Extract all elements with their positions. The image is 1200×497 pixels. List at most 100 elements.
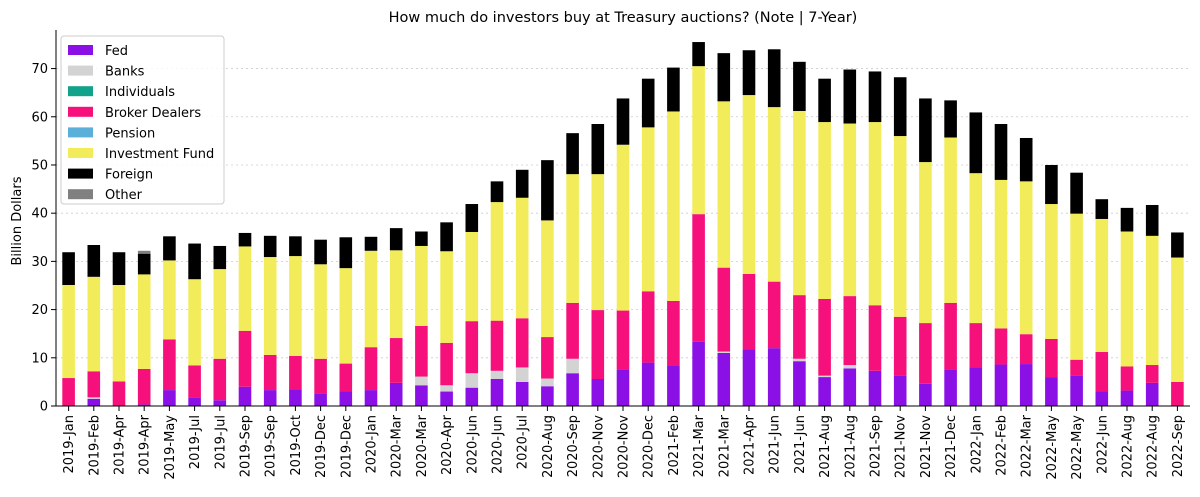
x-tick-label: 2019-Jul [213, 415, 228, 469]
bar-fed [1095, 391, 1109, 406]
bar-broker-dealers [440, 342, 453, 386]
y-tick-label: 30 [31, 255, 48, 270]
bar-fed [616, 369, 630, 406]
legend-swatch [68, 45, 93, 55]
x-tick-label: 2019-Dec [314, 415, 329, 478]
bar-foreign [893, 77, 907, 137]
x-tick-label: 2020-Sep [566, 415, 581, 477]
bar-foreign [1045, 164, 1058, 205]
bar-fed [641, 362, 655, 406]
bar-fed [591, 379, 605, 406]
bar-foreign [717, 53, 731, 102]
bar-foreign [163, 236, 176, 261]
bar-foreign [1095, 199, 1109, 219]
bar-broker-dealers [843, 296, 857, 366]
bar-investment-fund [364, 250, 378, 348]
y-tick-label: 0 [40, 400, 48, 415]
bar-investment-fund [263, 257, 277, 355]
bar-investment-fund [389, 250, 403, 339]
bar-broker-dealers [263, 354, 277, 391]
bar-broker-dealers [339, 363, 353, 392]
bar-fed [793, 361, 806, 406]
bar-investment-fund [742, 95, 756, 274]
x-tick-label: 2021-Mar [692, 414, 707, 477]
bar-investment-fund [541, 220, 554, 338]
bar-banks [818, 375, 831, 378]
bar-foreign [238, 232, 252, 247]
bar-other [137, 250, 151, 254]
bar-banks [793, 358, 806, 362]
bar-broker-dealers [112, 381, 126, 406]
x-tick-label: 2021-Nov [894, 415, 909, 478]
bar-investment-fund [112, 285, 126, 382]
bar-investment-fund [1171, 257, 1184, 382]
x-tick-label: 2022-May [1070, 415, 1085, 480]
x-tick-label: 2022-Sep [1171, 415, 1186, 477]
bar-broker-dealers [314, 358, 327, 394]
bar-fed [541, 386, 554, 406]
bar-fed [389, 382, 403, 406]
bar-broker-dealers [289, 355, 302, 390]
bar-foreign [994, 124, 1008, 180]
bar-foreign [339, 237, 353, 269]
bar-broker-dealers [62, 378, 75, 406]
legend-swatch [68, 86, 93, 97]
bar-foreign [364, 236, 378, 251]
bar-foreign [641, 78, 655, 128]
bar-foreign [944, 100, 957, 138]
x-tick-label: 2020-Jul [516, 415, 531, 469]
legend-box [60, 35, 225, 205]
bar-investment-fund [818, 122, 831, 299]
x-tick-label: 2022-Jun [1095, 415, 1110, 474]
legend-label: Fed [105, 44, 128, 59]
bar-fed [1045, 377, 1058, 406]
bar-foreign [591, 124, 605, 175]
bar-broker-dealers [389, 338, 403, 383]
bar-investment-fund [919, 162, 932, 324]
bar-investment-fund [515, 197, 529, 319]
y-tick-label: 10 [31, 351, 48, 366]
bar-foreign [440, 222, 453, 252]
bar-foreign [289, 236, 302, 257]
bar-fed [163, 390, 176, 406]
legend-label: Banks [105, 65, 145, 80]
bar-broker-dealers [1145, 365, 1159, 383]
legend-label: Pension [105, 126, 155, 141]
bar-fed [767, 348, 781, 406]
bar-broker-dealers [163, 339, 176, 391]
bar-investment-fund [1019, 181, 1033, 335]
x-tick-label: 2019-Sep [239, 415, 254, 477]
bar-fed [263, 390, 277, 406]
bar-banks [566, 358, 579, 374]
bar-banks [440, 385, 453, 392]
bar-fed [843, 368, 857, 406]
bar-foreign [137, 253, 151, 275]
bar-fed [87, 398, 101, 406]
x-tick-label: 2020-Mar [415, 414, 430, 477]
bar-foreign [188, 243, 201, 280]
bar-foreign [667, 67, 680, 112]
bar-investment-fund [1120, 231, 1134, 367]
legend-label: Broker Dealers [105, 106, 201, 121]
bar-foreign [314, 239, 327, 265]
bar-investment-fund [87, 276, 101, 372]
bar-broker-dealers [1171, 381, 1184, 406]
x-tick-label: 2022-Aug [1146, 415, 1161, 478]
bar-foreign [868, 71, 882, 123]
bar-broker-dealers [364, 347, 378, 391]
bar-broker-dealers [893, 316, 907, 376]
x-tick-label: 2020-Nov [617, 415, 632, 478]
legend-swatch [68, 168, 93, 179]
bar-fed [717, 352, 731, 406]
x-tick-label: 2021-Jun [793, 415, 808, 474]
bar-fed [1019, 364, 1033, 406]
x-tick-label: 2021-Aug [843, 415, 858, 478]
legend: Fed Banks Individuals Broker Dealers Pension… [60, 35, 225, 205]
bar-broker-dealers [465, 321, 479, 374]
x-tick-label: 2019-Apr [113, 414, 128, 475]
bar-broker-dealers [868, 305, 882, 371]
bar-fed [1145, 382, 1159, 406]
x-tick-label: 2021-Apr [743, 414, 758, 475]
x-tick-label: 2021-Mar [717, 414, 732, 477]
